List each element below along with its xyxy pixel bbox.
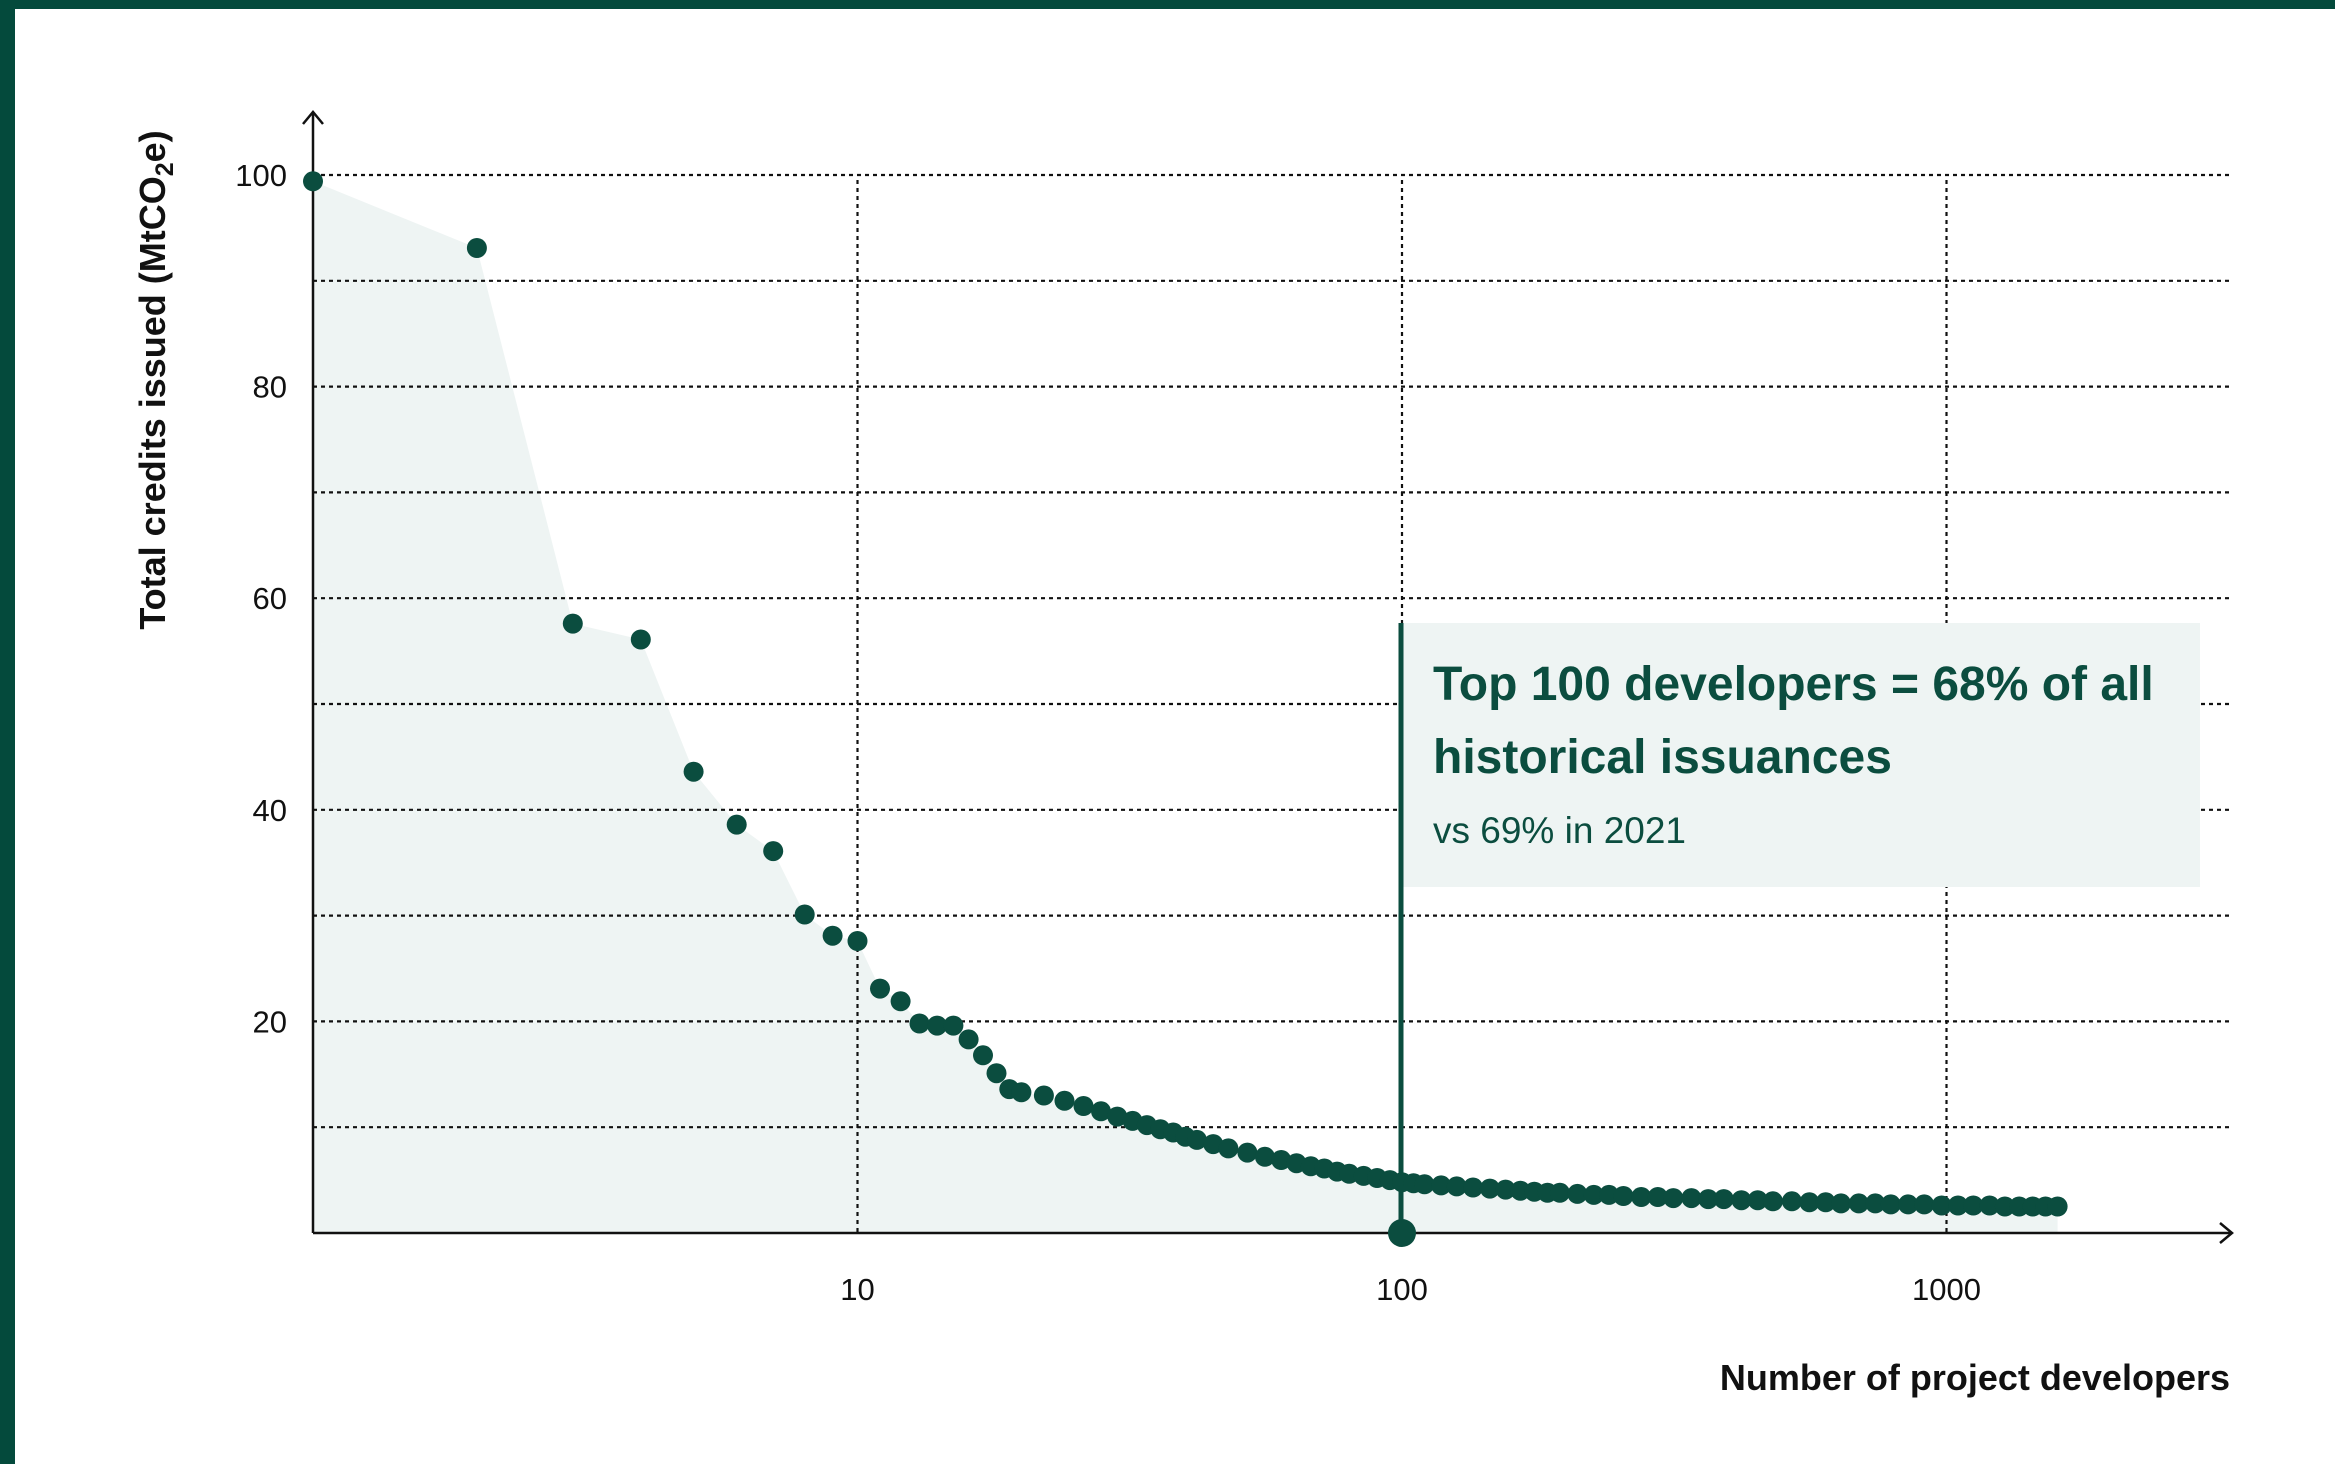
- data-point-9: [822, 925, 843, 946]
- y-tick-label-40: 40: [253, 793, 287, 828]
- data-point-72: [1815, 1192, 1836, 1213]
- data-point-52: [1495, 1179, 1516, 1200]
- points-layer: [303, 171, 2068, 1247]
- area-layer: [313, 181, 2058, 1233]
- data-point-62: [1647, 1187, 1668, 1207]
- x-axis-title: Number of project developers: [1720, 1357, 2230, 1398]
- data-point-61: [1631, 1187, 1652, 1207]
- x-axis-arrow: [2219, 1222, 2234, 1244]
- data-point-14: [927, 1015, 948, 1036]
- y-axis-title: Total credits issued (MtCO2e): [132, 130, 179, 629]
- data-point-8: [794, 904, 815, 925]
- y-axis-arrow: [302, 110, 324, 125]
- data-point-23: [1073, 1096, 1094, 1116]
- data-point-13: [909, 1013, 930, 1034]
- data-point-76: [1880, 1194, 1901, 1215]
- data-point-83: [1994, 1196, 2015, 1217]
- data-point-58: [1583, 1184, 1604, 1205]
- y-axis-title-end: e): [132, 130, 173, 162]
- data-point-57: [1567, 1183, 1588, 1204]
- data-point-82: [1979, 1195, 2000, 1216]
- data-point-71: [1799, 1192, 1820, 1213]
- data-point-35: [1254, 1146, 1275, 1167]
- data-point-67: [1731, 1190, 1752, 1211]
- data-point-2: [466, 238, 487, 258]
- data-point-34: [1237, 1142, 1258, 1163]
- data-point-48: [1431, 1175, 1452, 1196]
- data-point-5: [683, 761, 704, 782]
- data-point-6: [726, 814, 747, 835]
- annotation-subtitle: vs 69% in 2021: [1433, 810, 1686, 851]
- data-point-77: [1898, 1194, 1919, 1215]
- y-tick-label-100: 100: [235, 158, 287, 193]
- data-point-16: [958, 1029, 979, 1050]
- data-point-81: [1963, 1195, 1984, 1216]
- highlight-marker: [1388, 1219, 1416, 1247]
- y-axis-title-subscript: 2: [151, 162, 179, 176]
- data-point-75: [1865, 1193, 1886, 1214]
- data-point-32: [1203, 1134, 1224, 1155]
- data-point-60: [1613, 1186, 1634, 1206]
- data-point-74: [1848, 1193, 1869, 1214]
- data-point-66: [1713, 1189, 1734, 1210]
- data-point-21: [1033, 1085, 1054, 1106]
- annotation-title-line1: Top 100 developers = 68% of all: [1433, 658, 2154, 711]
- data-point-4: [630, 629, 651, 650]
- data-point-36: [1271, 1150, 1292, 1170]
- y-tick-label-80: 80: [253, 370, 287, 405]
- data-point-49: [1446, 1176, 1467, 1197]
- data-point-22: [1054, 1090, 1075, 1111]
- data-point-11: [870, 978, 890, 999]
- data-point-17: [973, 1045, 993, 1066]
- data-point-87: [2047, 1196, 2068, 1217]
- data-point-1: [303, 171, 323, 192]
- ticks-layer: 10 100 1000 20 40 60 80 100: [235, 158, 1981, 1307]
- data-point-50: [1463, 1177, 1483, 1198]
- annotation-box: [1400, 623, 2200, 887]
- data-point-12: [890, 991, 911, 1012]
- data-point-24: [1091, 1101, 1111, 1122]
- data-point-63: [1663, 1188, 1684, 1209]
- left-frame-bar: [0, 0, 15, 1464]
- data-point-3: [562, 613, 583, 634]
- data-point-79: [1931, 1195, 1952, 1216]
- y-axis-title-main: Total credits issued (MtCO: [132, 176, 173, 629]
- x-tick-label-10: 10: [840, 1272, 874, 1307]
- area-under-curve: [313, 181, 2058, 1233]
- data-point-68: [1747, 1190, 1768, 1211]
- y-tick-label-20: 20: [253, 1004, 287, 1039]
- x-tick-label-100: 100: [1376, 1272, 1428, 1307]
- data-point-51: [1479, 1178, 1500, 1199]
- data-point-78: [1914, 1194, 1935, 1215]
- data-point-73: [1831, 1193, 1851, 1214]
- data-point-80: [1948, 1195, 1968, 1216]
- data-point-18: [986, 1063, 1007, 1084]
- data-point-65: [1698, 1189, 1719, 1210]
- annotation-title-line2: historical issuances: [1433, 731, 1892, 784]
- data-point-69: [1762, 1191, 1783, 1212]
- data-point-7: [763, 841, 784, 862]
- y-tick-label-60: 60: [253, 581, 287, 616]
- data-point-20: [1011, 1082, 1032, 1103]
- data-point-15: [943, 1015, 964, 1036]
- top-frame-bar: [0, 0, 2335, 9]
- axes-layer: [302, 110, 2234, 1244]
- data-point-64: [1681, 1188, 1702, 1209]
- x-tick-label-1000: 1000: [1912, 1272, 1981, 1307]
- data-point-56: [1549, 1182, 1570, 1203]
- data-point-33: [1218, 1138, 1239, 1159]
- data-point-25: [1107, 1106, 1128, 1127]
- data-point-59: [1599, 1184, 1619, 1205]
- data-point-47: [1414, 1174, 1435, 1195]
- data-point-31: [1186, 1129, 1207, 1150]
- data-point-70: [1781, 1191, 1802, 1212]
- data-point-10: [847, 931, 868, 951]
